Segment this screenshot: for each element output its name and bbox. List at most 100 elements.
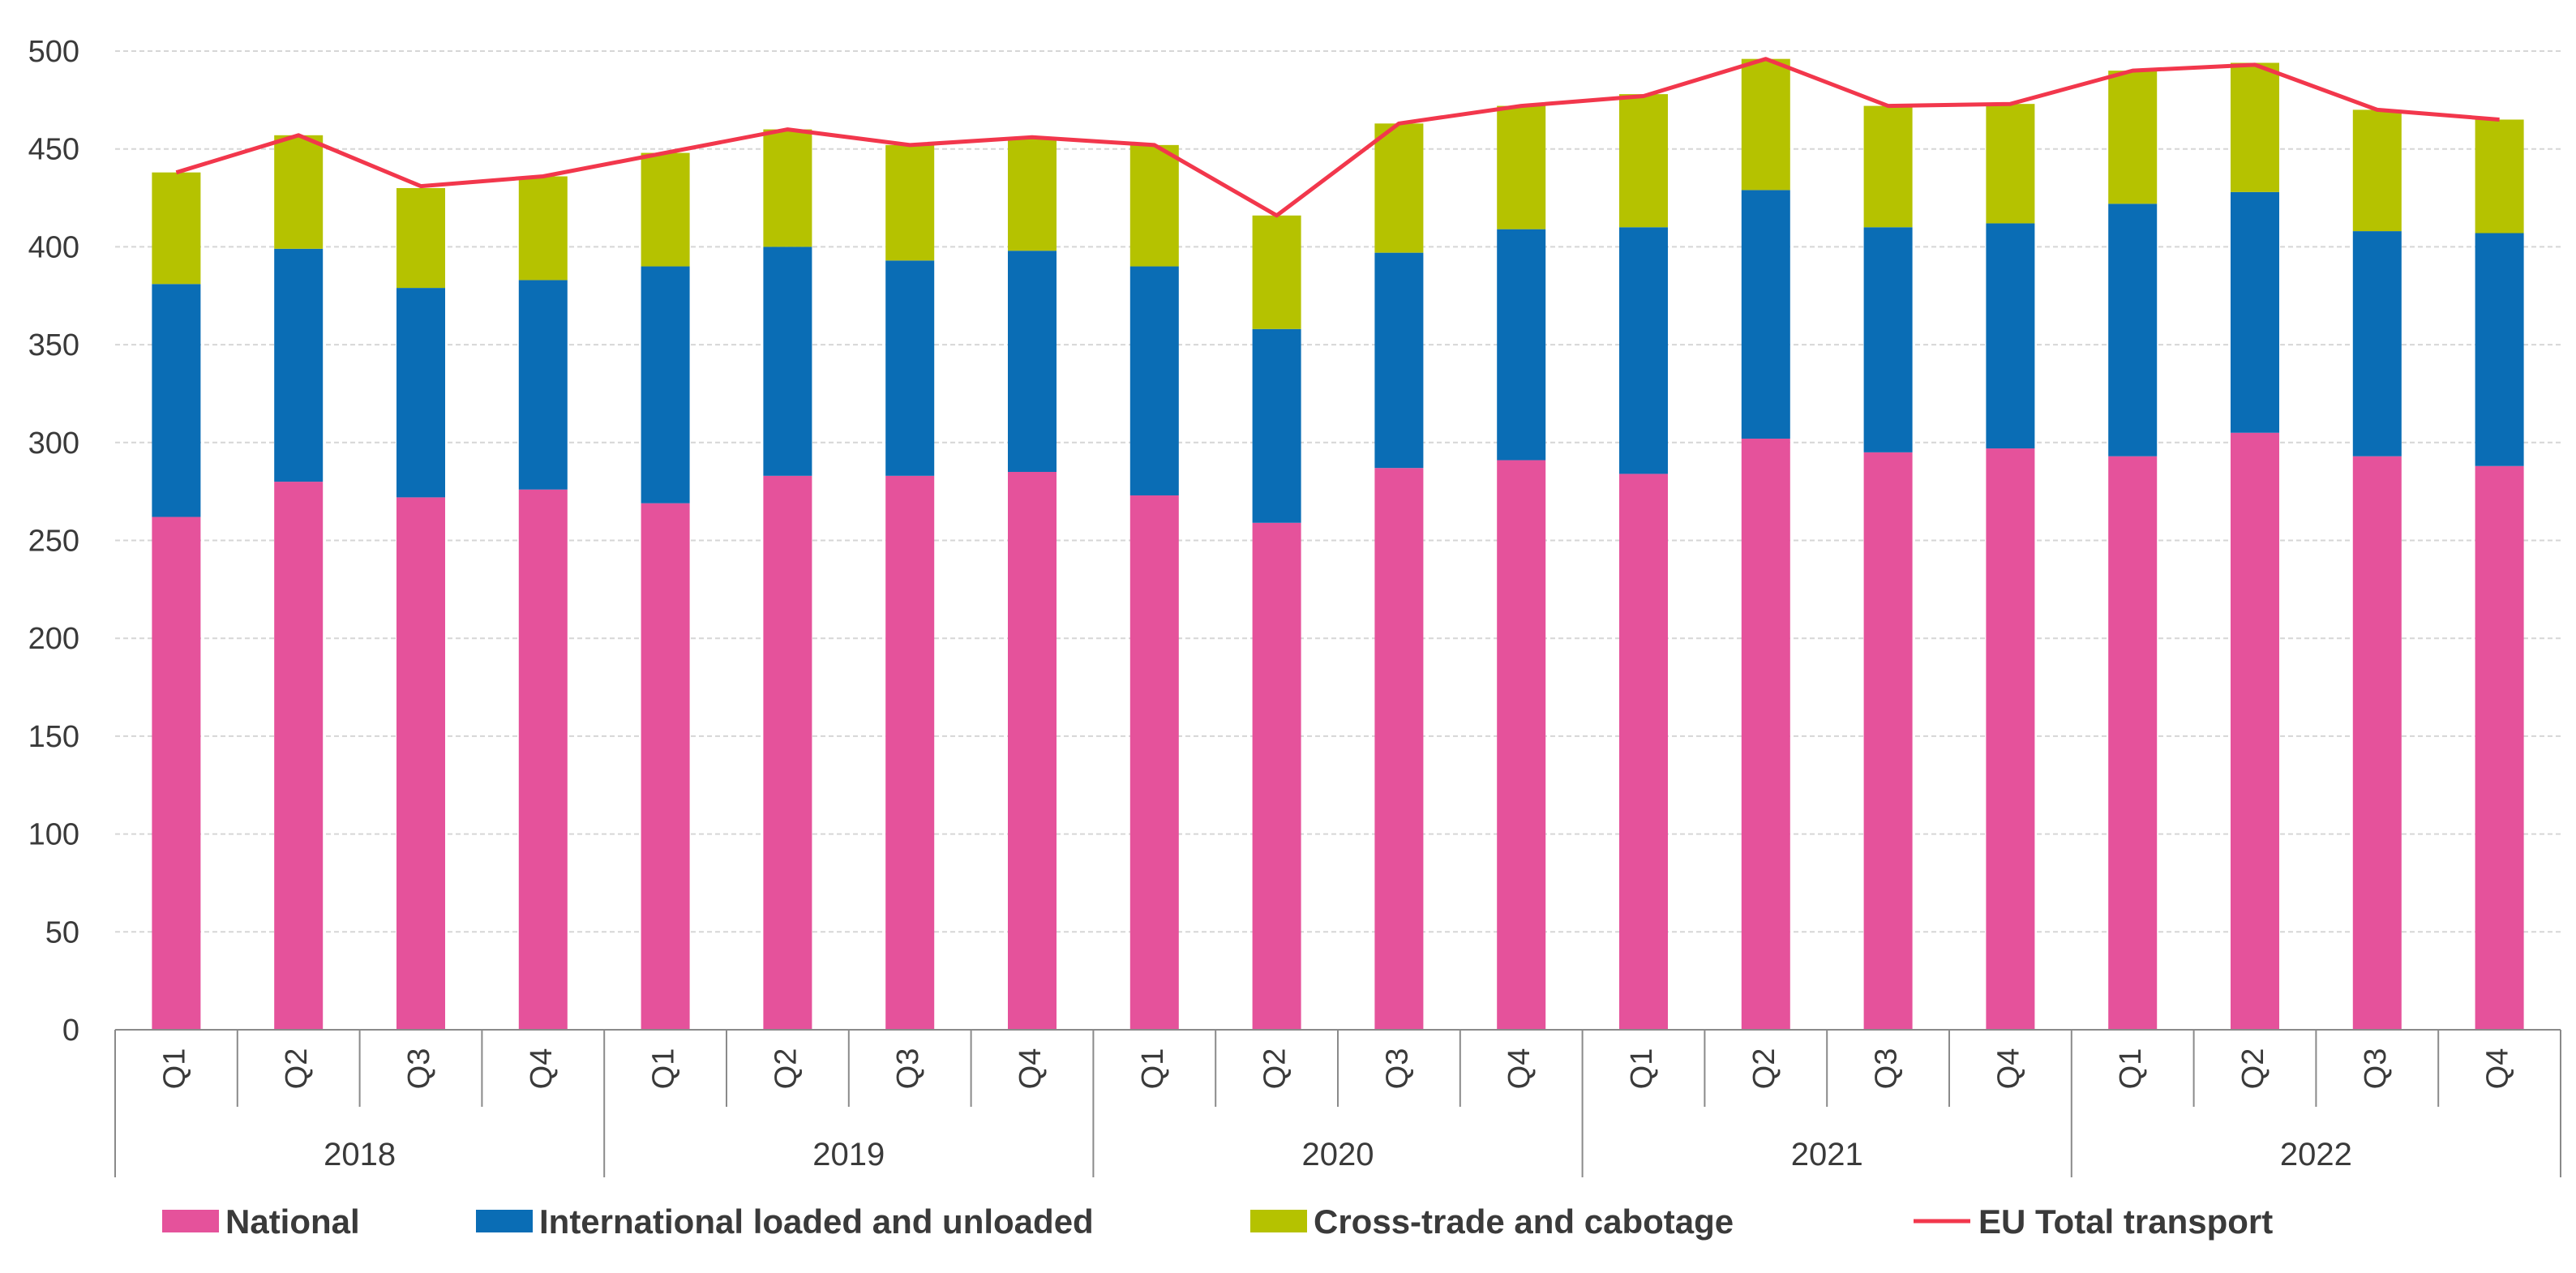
bar-international-loaded-and-unloaded xyxy=(641,266,690,504)
bar-international-loaded-and-unloaded xyxy=(518,280,568,490)
x-category-label: Q1 xyxy=(647,1048,681,1090)
x-category-label: Q3 xyxy=(402,1048,436,1090)
bar-international-loaded-and-unloaded xyxy=(1129,266,1179,495)
axes: 0 50 100 150 200 250 300 350 400 450 500 Q1 Q2 Q3 Q4 Q1… xyxy=(28,35,2561,1177)
legend-label: Cross-trade and cabotage xyxy=(1314,1202,1734,1241)
bar-national xyxy=(1252,522,1301,1030)
bar-cross-trade-and-cabotage xyxy=(1741,58,1790,191)
x-category-label: Q1 xyxy=(1625,1048,1659,1090)
bar-cross-trade-and-cabotage xyxy=(763,129,812,247)
x-category-label: Q4 xyxy=(525,1048,559,1090)
bar-national xyxy=(518,489,568,1030)
x-category-label: Q2 xyxy=(1747,1048,1781,1090)
bar-national xyxy=(2108,456,2158,1030)
x-category-label: Q4 xyxy=(1991,1048,2025,1090)
bar-cross-trade-and-cabotage xyxy=(1374,123,1424,253)
bar-cross-trade-and-cabotage xyxy=(1619,94,1668,228)
bar-cross-trade-and-cabotage xyxy=(2475,119,2524,234)
y-tick-label: 0 xyxy=(62,1014,79,1048)
x-group-label: 2019 xyxy=(812,1137,885,1172)
bar-cross-trade-and-cabotage xyxy=(1863,105,1913,228)
bar-cross-trade-and-cabotage xyxy=(1497,105,1546,229)
x-group-label: 2021 xyxy=(1791,1137,1863,1172)
bar-cross-trade-and-cabotage xyxy=(152,172,201,285)
bar-national xyxy=(1741,438,1790,1030)
bar-national xyxy=(2352,456,2402,1030)
y-tick-label: 300 xyxy=(28,426,79,461)
bar-international-loaded-and-unloaded xyxy=(152,284,201,517)
bar-national xyxy=(1129,495,1179,1030)
bar-cross-trade-and-cabotage xyxy=(2352,109,2402,232)
legend-label: International loaded and unloaded xyxy=(539,1202,1094,1241)
bar-national xyxy=(1497,460,1546,1030)
y-tick-label: 50 xyxy=(45,915,79,949)
y-tick-label: 450 xyxy=(28,133,79,167)
bar-national xyxy=(274,482,324,1030)
bar-cross-trade-and-cabotage xyxy=(1986,104,2035,224)
x-category-label: Q1 xyxy=(2114,1048,2148,1090)
y-tick-label: 100 xyxy=(28,818,79,852)
bar-cross-trade-and-cabotage xyxy=(1129,144,1179,267)
bar-international-loaded-and-unloaded xyxy=(1619,227,1668,474)
x-group-label: 2020 xyxy=(1302,1137,1374,1172)
bar-cross-trade-and-cabotage xyxy=(2231,62,2279,192)
x-category-label: Q3 xyxy=(891,1048,925,1090)
bar-international-loaded-and-unloaded xyxy=(885,260,935,476)
x-category-label: Q4 xyxy=(1014,1048,1048,1090)
legend-swatch xyxy=(1250,1210,1307,1232)
x-category-label: Q4 xyxy=(1502,1048,1537,1090)
bar-international-loaded-and-unloaded xyxy=(1374,252,1424,469)
bar-international-loaded-and-unloaded xyxy=(1986,223,2035,449)
bar-international-loaded-and-unloaded xyxy=(1741,190,1790,439)
bar-international-loaded-and-unloaded xyxy=(1497,229,1546,461)
bar-national xyxy=(1008,472,1057,1030)
legend-swatch xyxy=(162,1210,219,1232)
bar-national xyxy=(641,503,690,1030)
bar-cross-trade-and-cabotage xyxy=(641,152,690,267)
bar-national xyxy=(1374,468,1424,1030)
x-category-label: Q2 xyxy=(1258,1048,1292,1090)
x-category-label: Q1 xyxy=(1136,1048,1170,1090)
bar-national xyxy=(1619,474,1668,1030)
bar-cross-trade-and-cabotage xyxy=(274,135,324,249)
bar-international-loaded-and-unloaded xyxy=(1008,251,1057,473)
bar-national xyxy=(152,516,201,1030)
bar-international-loaded-and-unloaded xyxy=(2108,204,2158,456)
bar-international-loaded-and-unloaded xyxy=(1252,328,1301,523)
bars xyxy=(152,58,2524,1030)
legend: National International loaded and unloade… xyxy=(162,1202,2273,1241)
x-category-label: Q2 xyxy=(280,1048,314,1090)
bar-international-loaded-and-unloaded xyxy=(1863,227,1913,452)
bar-national xyxy=(763,475,812,1030)
x-category-label: Q4 xyxy=(2481,1048,2515,1090)
bar-national xyxy=(2231,432,2279,1030)
bar-national xyxy=(2475,465,2524,1030)
x-group-label: 2018 xyxy=(324,1137,396,1172)
y-tick-label: 400 xyxy=(28,230,79,264)
x-category-label: Q2 xyxy=(769,1048,803,1090)
bar-national xyxy=(885,475,935,1030)
y-tick-label: 150 xyxy=(28,720,79,754)
legend-label: National xyxy=(225,1202,360,1241)
bar-cross-trade-and-cabotage xyxy=(1252,215,1301,329)
x-category-label: Q3 xyxy=(1870,1048,1904,1090)
bar-cross-trade-and-cabotage xyxy=(885,144,935,261)
bar-international-loaded-and-unloaded xyxy=(274,248,324,482)
legend-swatch xyxy=(476,1210,533,1232)
x-category-label: Q1 xyxy=(157,1048,191,1090)
bar-cross-trade-and-cabotage xyxy=(1008,137,1057,251)
bar-international-loaded-and-unloaded xyxy=(2352,231,2402,456)
y-tick-label: 200 xyxy=(28,622,79,656)
bar-national xyxy=(1863,452,1913,1030)
x-category-label: Q3 xyxy=(2359,1048,2393,1090)
y-tick-label: 350 xyxy=(28,328,79,362)
x-group-label: 2022 xyxy=(2280,1137,2352,1172)
bar-international-loaded-and-unloaded xyxy=(2475,233,2524,466)
legend-label: EU Total transport xyxy=(1978,1202,2273,1241)
bar-international-loaded-and-unloaded xyxy=(396,288,445,498)
bar-cross-trade-and-cabotage xyxy=(2108,71,2158,204)
total-line xyxy=(175,57,2500,218)
bar-national xyxy=(396,497,445,1030)
